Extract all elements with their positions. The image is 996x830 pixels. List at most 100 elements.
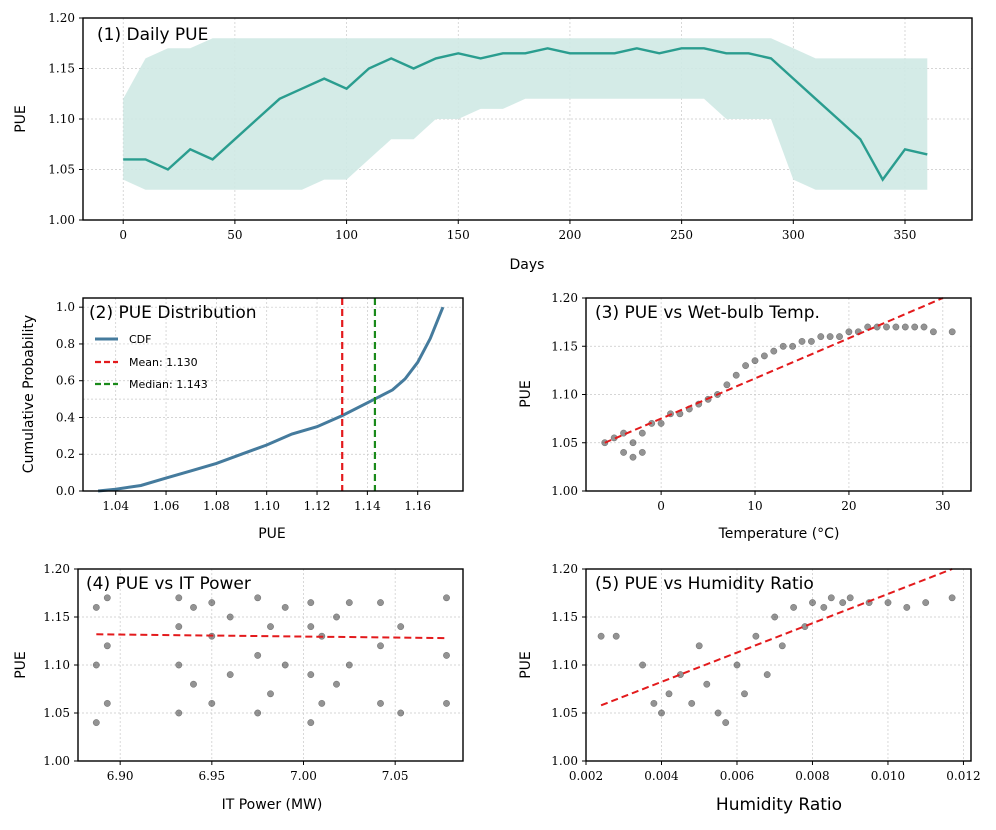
p4-point-28 [318, 699, 326, 707]
p4-ticks: 6.90 6.95 7.00 7.05 1.00 1.05 1.10 1.15 1.20 [43, 562, 408, 783]
p5-ytick-label-3: 1.15 [551, 610, 578, 624]
p1-y-label: PUE [13, 105, 29, 133]
p3-point-22 [779, 342, 787, 350]
p5-point-20 [809, 599, 816, 607]
p1-xtick-label-0: 0 [119, 228, 127, 242]
p3-point-23 [789, 342, 797, 350]
panel-daily-pue: 0 50 100 150 200 250 300 350 1.00 1.05 1.10 1.15 1.2… [13, 11, 973, 273]
p2-xtick-label-0: 1.04 [102, 499, 129, 513]
p4-trend-line [96, 633, 447, 640]
p5-point-7 [688, 699, 696, 707]
p5-point-24 [846, 594, 854, 602]
p2-xtick-label-2: 1.08 [203, 499, 230, 513]
p2-xtick-label-1: 1.06 [153, 499, 180, 513]
p5-point-23 [839, 599, 847, 607]
p3-point-29 [845, 328, 853, 336]
p2-ytick-label-5: 1.0 [56, 300, 75, 314]
p4-xtick-label-0: 6.90 [107, 769, 134, 783]
p4-point-27 [307, 599, 315, 607]
p3-point-37 [920, 323, 928, 331]
p1-xtick-label-2: 100 [335, 228, 358, 242]
p2-x-label: PUE [258, 526, 286, 542]
p2-xtick-label-4: 1.12 [304, 499, 331, 513]
p3-points [601, 323, 956, 461]
p2-ytick-label-4: 0.8 [56, 337, 75, 351]
p4-point-41 [443, 594, 450, 602]
p3-title: (3) PUE vs Wet-bulb Temp. [595, 303, 820, 323]
p4-ytick-label-1: 1.05 [43, 706, 70, 720]
p3-point-28 [836, 333, 843, 341]
p5-point-28 [922, 599, 930, 607]
p4-point-0 [92, 719, 100, 727]
p4-point-5 [103, 594, 111, 602]
p4-point-9 [175, 594, 183, 602]
p4-point-10 [190, 680, 197, 688]
p4-point-30 [333, 680, 340, 688]
p3-point-5 [629, 439, 637, 447]
p2-ticks: 1.04 1.06 1.08 1.10 1.12 1.14 1.16 0.0 0.2 0.4 0.6… [56, 300, 431, 513]
p3-ytick-label-0: 1.00 [551, 484, 578, 498]
p4-point-35 [377, 642, 384, 650]
p5-ytick-label-2: 1.10 [551, 658, 578, 672]
p3-xtick-label-1: 10 [747, 499, 762, 513]
p1-xtick-label-3: 150 [447, 228, 470, 242]
p2-ytick-label-2: 0.4 [56, 410, 75, 424]
p4-point-26 [307, 623, 315, 631]
p2-y-label: Cumulative Probability [21, 315, 37, 473]
p2-ytick-label-1: 0.2 [56, 447, 75, 461]
p4-point-20 [267, 690, 274, 698]
p5-point-13 [741, 690, 748, 698]
p5-xtick-label-5: 0.012 [946, 769, 980, 783]
p1-range-band [123, 38, 928, 190]
p4-point-7 [175, 661, 183, 669]
p4-points [92, 594, 450, 727]
p2-ytick-label-3: 0.6 [56, 374, 75, 388]
p3-point-27 [826, 333, 834, 341]
p4-point-36 [377, 599, 384, 607]
p3-point-34 [892, 323, 900, 331]
p4-ytick-label-4: 1.20 [43, 562, 70, 576]
panel-pue-vs-it-power: 6.90 6.95 7.00 7.05 1.00 1.05 1.10 1.15 1.20 (4)… [13, 562, 464, 813]
p4-point-39 [443, 699, 450, 707]
p5-point-14 [752, 632, 760, 640]
p4-point-3 [103, 699, 111, 707]
p5-xtick-label-0: 0.002 [569, 769, 603, 783]
p4-xtick-label-2: 7.00 [290, 769, 317, 783]
p5-point-1 [612, 632, 620, 640]
p5-point-18 [790, 603, 798, 611]
p4-point-24 [307, 719, 315, 727]
p4-ytick-label-0: 1.00 [43, 754, 70, 768]
p2-grid [83, 298, 463, 492]
p4-point-31 [333, 613, 340, 621]
p2-xtick-label-6: 1.16 [404, 499, 431, 513]
p1-ytick-label-3: 1.15 [48, 62, 75, 76]
p4-point-8 [175, 623, 183, 631]
p5-point-8 [695, 642, 703, 650]
p4-grid [78, 568, 463, 762]
p3-point-9 [657, 419, 665, 427]
p4-title: (4) PUE vs IT Power [86, 574, 251, 594]
p3-point-26 [817, 333, 825, 341]
p2-xtick-label-5: 1.14 [354, 499, 381, 513]
p5-trend-line [600, 568, 953, 707]
p4-point-18 [254, 651, 262, 659]
p5-point-11 [722, 719, 730, 727]
p3-point-38 [929, 328, 937, 336]
p1-pue-line [123, 47, 928, 182]
p3-x-label: Temperature (°C) [718, 526, 840, 542]
p4-point-15 [226, 671, 234, 679]
p3-xtick-label-0: 0 [657, 499, 665, 513]
p1-ticks: 0 50 100 150 200 250 300 350 1.00 1.05 1.10 1.15 1.2… [48, 11, 916, 242]
p3-point-36 [911, 323, 919, 331]
panel-pue-vs-wetbulb: 0 10 20 30 1.00 1.05 1.10 1.15 1.20 (3) PUE vs W… [518, 291, 972, 542]
p5-ticks: 0.002 0.004 0.006 0.008 0.010 0.012 1.00 1.05 1.… [551, 562, 980, 783]
p5-xtick-label-1: 0.004 [644, 769, 679, 783]
p4-ytick-label-3: 1.15 [43, 610, 70, 624]
p1-xtick-label-1: 50 [227, 228, 242, 242]
p4-point-40 [443, 651, 450, 659]
p5-point-10 [714, 709, 722, 717]
p2-frame [82, 297, 464, 492]
legend-mean-label: Mean: 1.130 [129, 356, 198, 369]
p1-xtick-label-4: 200 [558, 228, 581, 242]
p4-point-34 [377, 699, 384, 707]
